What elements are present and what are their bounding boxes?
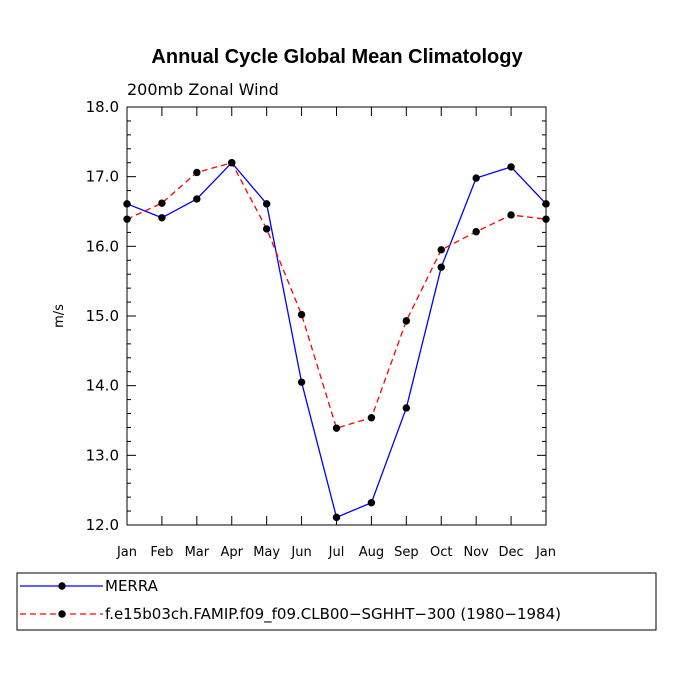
x-tick-label: Apr: [221, 545, 244, 560]
chart-subtitle: 200mb Zonal Wind: [127, 80, 279, 99]
y-tick-label: 18.0: [86, 98, 119, 116]
legend-label-1: MERRA: [105, 577, 159, 595]
x-tick-label: May: [253, 545, 280, 560]
y-tick-label: 15.0: [86, 307, 119, 325]
series-2-point: [228, 159, 236, 167]
y-tick-label: 16.0: [86, 237, 119, 255]
series-layer: [123, 159, 550, 522]
x-tick-label: Jun: [290, 545, 311, 560]
series-2-point: [472, 228, 480, 236]
y-tick-label: 12.0: [86, 516, 119, 534]
x-tick-label: Aug: [359, 545, 384, 560]
series-1-point: [297, 378, 306, 386]
series-2-point: [297, 310, 306, 319]
x-tick-label: Oct: [430, 545, 452, 560]
series-1-point: [542, 200, 550, 208]
series-2-point: [542, 215, 550, 223]
y-axis-ticks: 12.0 13.0 14.0 15.0 16.0 17.0 18.0: [86, 98, 546, 534]
y-axis-label: m/s: [52, 304, 67, 328]
series-2-point: [402, 317, 411, 325]
series-1-point: [472, 174, 480, 182]
y-tick-label: 17.0: [86, 168, 119, 186]
series-1-point: [123, 200, 131, 208]
series-1-point: [158, 214, 166, 222]
series-1-point: [367, 499, 376, 507]
legend-marker-1: [58, 582, 66, 590]
legend-label-2: f.e15b03ch.FAMIP.f09_f09.CLB00−SGHHT−300…: [105, 605, 561, 624]
legend-marker-2: [58, 610, 66, 618]
series-2-point: [193, 168, 201, 177]
x-tick-label: Feb: [150, 545, 173, 560]
x-tick-label: Dec: [499, 545, 524, 560]
legend: MERRA f.e15b03ch.FAMIP.f09_f09.CLB00−SGHH…: [20, 577, 561, 624]
x-tick-label: Mar: [185, 545, 210, 560]
series-2-point: [158, 199, 166, 207]
x-tick-label: Jan: [535, 545, 556, 560]
y-tick-label: 14.0: [86, 377, 119, 395]
series-1-point: [437, 263, 445, 271]
series-2-point: [507, 211, 515, 219]
legend-box: [16, 572, 657, 631]
series-2-point: [262, 225, 271, 233]
series-1-point: [262, 200, 271, 208]
x-axis-ticks: Jan Feb Mar Apr May Jun Jul Aug Sep Oct Nov Dec Jan: [116, 107, 556, 560]
x-tick-label: Jul: [328, 545, 345, 560]
chart-title: Annual Cycle Global Mean Climatology: [151, 46, 523, 68]
series-1-point: [193, 195, 201, 203]
series-2-point: [123, 215, 131, 223]
series-1-point: [332, 513, 341, 522]
x-tick-label: Jan: [116, 545, 137, 560]
series-2-point: [437, 246, 445, 254]
series-line-1: [126, 161, 547, 519]
series-2-point: [332, 424, 341, 432]
series-1-point: [507, 163, 515, 171]
series-2-point: [367, 414, 376, 422]
y-tick-label: 13.0: [86, 446, 119, 464]
x-tick-label: Sep: [394, 545, 419, 560]
series-1-point: [402, 404, 411, 412]
x-tick-label: Nov: [463, 545, 489, 560]
plot-frame: [126, 106, 547, 526]
